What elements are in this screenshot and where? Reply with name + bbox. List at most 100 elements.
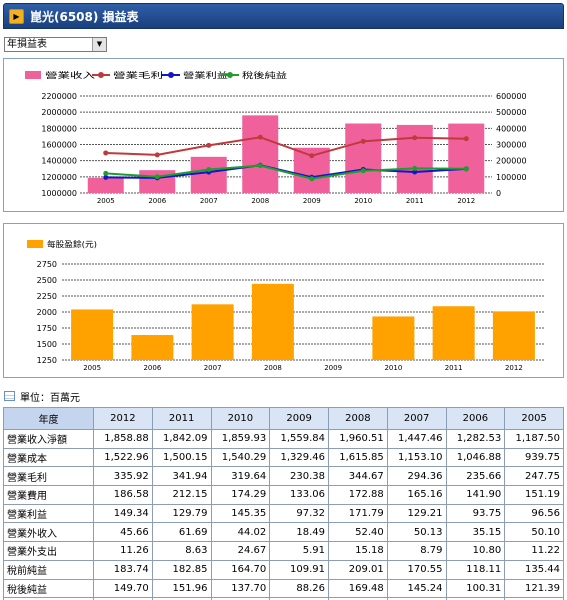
- header-2008: 2008: [328, 407, 388, 430]
- table-cell: 1,859.93: [210, 429, 271, 449]
- y-tick-right: 200000: [496, 157, 527, 166]
- table-cell: 1,282.53: [445, 429, 506, 449]
- legend-swatch: [25, 71, 41, 79]
- table-cell: 939.75: [504, 447, 564, 468]
- x-tick: 2009: [303, 197, 321, 205]
- legend-marker: [227, 72, 233, 78]
- revenue-bar: [345, 123, 382, 193]
- chevron-down-icon[interactable]: ▼: [92, 38, 106, 51]
- table-cell: 135.44: [504, 559, 564, 580]
- data-point: [412, 169, 418, 175]
- table-cell: 294.36: [386, 466, 447, 487]
- table-cell: 235.66: [445, 466, 506, 487]
- x-tick: 2007: [204, 364, 222, 372]
- revenue-bar: [448, 123, 485, 193]
- eps-chart-panel: 每股盈餘(元) 2750 2500 2250 2000 1750 1500 1250 2005 2…: [3, 223, 564, 378]
- table-cell: 169.48: [328, 578, 388, 599]
- x-tick: 2012: [505, 364, 523, 372]
- table-cell: 1,046.88: [445, 447, 506, 468]
- table-row: 營業利益 149.34 129.79 145.35 97.32 171.79 129.21 9…: [3, 503, 564, 524]
- table-cell: 1.64: [445, 597, 506, 600]
- y-tick-left: 1800000: [41, 124, 77, 133]
- table-cell: 1,329.46: [269, 447, 329, 468]
- table-cell: 129.21: [386, 503, 447, 524]
- table-cell: 319.64: [210, 466, 271, 487]
- y-tick: 1500: [37, 340, 57, 349]
- row-label: 稅後純益: [3, 578, 94, 599]
- x-tick: 2008: [251, 197, 269, 205]
- table-cell: 174.29: [210, 485, 271, 505]
- header-2007: 2007: [386, 407, 447, 430]
- y-tick-right: 300000: [496, 141, 527, 150]
- x-tick: 2011: [406, 197, 424, 205]
- table-cell: 182.85: [151, 559, 212, 580]
- table-row: 營業收入淨額 1,858.88 1,842.09 1,859.93 1,559.84 1,…: [3, 429, 564, 449]
- x-tick: 2006: [143, 364, 161, 372]
- table-cell: 52.40: [328, 522, 388, 543]
- data-point: [412, 165, 418, 171]
- data-point: [206, 142, 212, 148]
- revenue-bar: [396, 124, 433, 193]
- report-type-select[interactable]: 年損益表 ▼: [4, 37, 107, 52]
- row-label: 營業費用: [3, 485, 94, 505]
- table-cell: 1,447.46: [386, 429, 447, 449]
- table-cell: 93.75: [445, 503, 506, 524]
- table-row: 營業外收入 45.66 61.69 44.02 18.49 52.40 50.13 35.15…: [3, 522, 564, 543]
- y-tick-right: 600000: [496, 92, 527, 101]
- table-cell: 18.49: [269, 522, 329, 543]
- table-cell: 186.58: [93, 485, 153, 505]
- header-2009: 2009: [269, 407, 329, 430]
- table-cell: 170.55: [386, 559, 447, 580]
- table-cell: 1.93: [210, 597, 271, 600]
- table-cell: 341.94: [151, 466, 212, 487]
- table-cell: 151.96: [151, 578, 212, 599]
- x-tick: 2009: [324, 364, 342, 372]
- table-cell: 8.79: [386, 541, 447, 561]
- table-cell: 24.67: [210, 541, 271, 561]
- table-cell: 88.26: [269, 578, 329, 599]
- table-row: 稅後純益 149.70 151.96 137.70 88.26 169.48 145.24 1…: [3, 578, 564, 599]
- table-cell: 11.22: [504, 541, 564, 561]
- row-label: 稅前純益: [3, 559, 94, 580]
- table-cell: 96.56: [504, 503, 564, 524]
- x-tick: 2006: [148, 197, 166, 205]
- table-row: 稅前純益 183.74 182.85 164.70 109.91 209.01 170.55…: [3, 559, 564, 580]
- revenue-bar: [87, 177, 124, 193]
- legend-marker: [98, 72, 104, 78]
- revenue-bar: [139, 170, 176, 193]
- legend-marker: [168, 72, 174, 78]
- x-tick: 2010: [354, 197, 372, 205]
- y-tick-left: 2200000: [41, 92, 77, 101]
- revenue-bar: [190, 156, 227, 193]
- table-cell: 151.19: [504, 485, 564, 505]
- table-cell: 1,153.10: [386, 447, 447, 468]
- title-bar: ▶ 崑光(6508) 損益表: [3, 3, 564, 29]
- table-cell: 8.63: [151, 541, 212, 561]
- table-cell: 1,540.29: [210, 447, 271, 468]
- table-cell: 11.26: [93, 541, 153, 561]
- row-label: 營業外收入: [3, 522, 94, 543]
- y-tick: 2750: [37, 260, 57, 269]
- data-point: [412, 135, 418, 141]
- table-row: 營業毛利 335.92 341.94 319.64 230.38 344.67 294.36…: [3, 466, 564, 487]
- table-cell: 10.80: [445, 541, 506, 561]
- income-chart-panel: 營業收入 營業毛利 營業利益 稅後純益 2200000 2000000 1800000 160…: [3, 58, 564, 212]
- table-cell: 145.24: [386, 578, 447, 599]
- eps-bar: [131, 335, 174, 360]
- legend-label: 營業利益: [183, 70, 228, 80]
- income-statement-table: 年度 2012 2011 2010 2009 2008 2007 2006 20…: [3, 407, 564, 600]
- data-point: [103, 150, 109, 156]
- table-cell: 1,615.85: [328, 447, 388, 468]
- legend-label: 營業收入: [45, 70, 95, 80]
- legend-label: 營業毛利: [113, 70, 163, 80]
- table-icon: [4, 391, 15, 401]
- table-cell: 2.12: [386, 597, 447, 600]
- table-cell: 118.11: [445, 559, 506, 580]
- income-chart: 營業收入 營業毛利 營業利益 稅後純益220000020000001800000160…: [25, 70, 527, 205]
- table-cell: 1,960.51: [328, 429, 388, 449]
- table-cell: 247.75: [504, 466, 564, 487]
- table-cell: 149.34: [93, 503, 153, 524]
- table-cell: 145.35: [210, 503, 271, 524]
- y-tick: 2500: [37, 276, 57, 285]
- legend-label: 稅後純益: [242, 70, 287, 80]
